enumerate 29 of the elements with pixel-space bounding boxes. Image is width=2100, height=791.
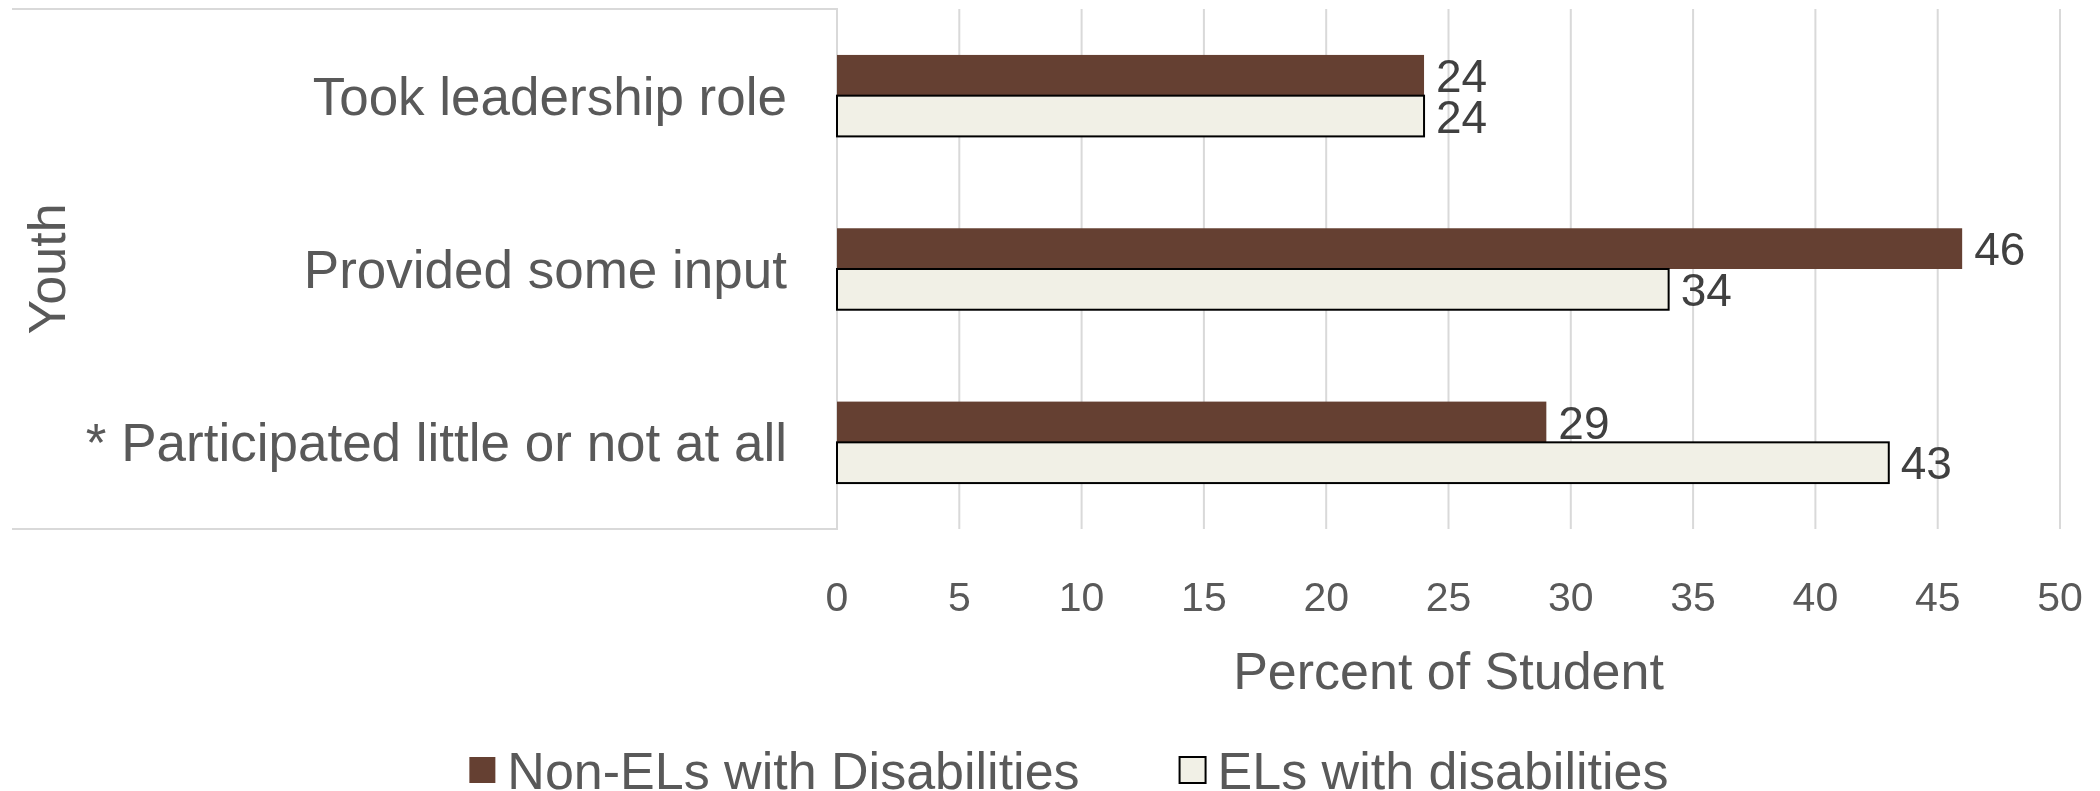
x-tick-label: 15 [1181, 573, 1227, 620]
y-tick-label: Took leadership role [312, 66, 787, 126]
y-axis-title: Youth [17, 203, 76, 335]
x-tick-label: 25 [1425, 573, 1472, 620]
x-tick-label: 20 [1303, 573, 1349, 620]
x-tick-label: 0 [825, 573, 849, 620]
data-label: 43 [1900, 437, 1952, 490]
bar [836, 441, 1890, 485]
y-tick-label: Provided some input [303, 240, 788, 300]
y-tick-label: * Participated little or not at all [85, 413, 787, 473]
x-tick-label: 50 [2037, 573, 2083, 620]
data-label: 46 [1974, 223, 2026, 276]
x-tick-label: 40 [1792, 573, 1839, 620]
x-axis-title: Percent of Student [1233, 641, 1665, 700]
bar [837, 54, 1425, 96]
x-tick-label: 45 [1914, 573, 1961, 620]
bar [837, 401, 1547, 443]
data-label: 34 [1680, 263, 1732, 316]
bar [836, 94, 1426, 138]
x-tick-label: 30 [1548, 573, 1594, 620]
x-tick-label: 10 [1058, 573, 1105, 620]
data-label: 29 [1558, 396, 1610, 449]
data-label: 24 [1436, 49, 1488, 102]
bar [837, 228, 1963, 269]
bar [836, 268, 1670, 311]
legend-label: ELs with disabilities [1217, 741, 1669, 791]
legend-label: Non-ELs with Disabilities [507, 741, 1080, 791]
x-tick-label: 5 [947, 573, 971, 620]
x-tick-label: 35 [1670, 573, 1716, 620]
